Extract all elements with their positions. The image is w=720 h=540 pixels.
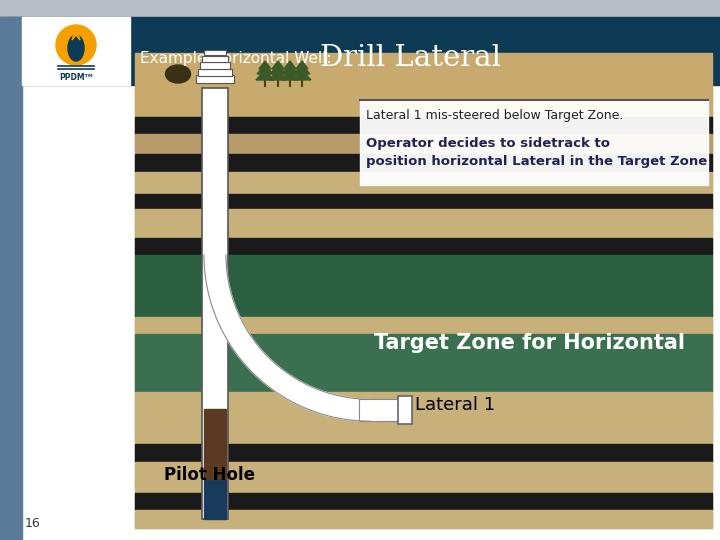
Bar	[135, 88, 712, 528]
Bar	[202, 88, 228, 519]
Bar	[135, 88, 712, 117]
Polygon shape	[269, 70, 287, 80]
Bar	[135, 209, 712, 238]
Bar	[135, 238, 712, 255]
Ellipse shape	[68, 35, 84, 61]
Bar	[135, 134, 712, 154]
Text: Drill Lateral: Drill Lateral	[320, 44, 501, 72]
Polygon shape	[257, 65, 273, 74]
Bar	[135, 154, 712, 172]
Polygon shape	[204, 255, 370, 421]
Bar	[135, 172, 712, 194]
Bar	[0, 17, 22, 540]
Bar	[198, 69, 232, 76]
Text: Lateral 1: Lateral 1	[415, 396, 495, 414]
Text: Lateral 1 mis-steered below Target Zone.: Lateral 1 mis-steered below Target Zone.	[366, 110, 624, 123]
Bar	[135, 117, 712, 134]
Bar	[135, 444, 712, 462]
Bar	[135, 53, 712, 88]
Polygon shape	[270, 65, 286, 74]
Bar	[135, 493, 712, 510]
Text: Pilot Hole: Pilot Hole	[164, 466, 256, 484]
Bar	[135, 317, 712, 334]
Bar	[135, 392, 712, 409]
Bar	[135, 462, 712, 493]
Bar	[202, 56, 228, 62]
Bar	[135, 409, 712, 444]
Text: Example Horizontal Well:: Example Horizontal Well:	[140, 51, 336, 65]
Text: Operator decides to sidetrack to: Operator decides to sidetrack to	[366, 138, 610, 151]
Bar	[135, 255, 712, 317]
Bar	[196, 75, 234, 83]
Polygon shape	[296, 61, 308, 69]
Bar	[398, 396, 412, 424]
Bar	[135, 510, 712, 528]
Bar	[22, 17, 130, 85]
Bar	[204, 50, 226, 55]
Circle shape	[56, 25, 96, 65]
Text: 16: 16	[25, 517, 41, 530]
Text: Target Zone for Horizontal: Target Zone for Horizontal	[374, 333, 685, 353]
Bar	[135, 334, 712, 392]
Bar	[204, 409, 226, 479]
Polygon shape	[281, 70, 299, 80]
Bar	[204, 479, 226, 519]
Polygon shape	[256, 70, 274, 80]
Bar	[0, 17, 720, 85]
Bar	[135, 194, 712, 209]
Polygon shape	[72, 27, 80, 40]
Bar	[0, 0, 720, 17]
Polygon shape	[294, 65, 310, 74]
Polygon shape	[282, 65, 298, 74]
Bar	[200, 62, 230, 69]
Polygon shape	[284, 61, 296, 69]
Text: PPDMᵀᴹ: PPDMᵀᴹ	[59, 72, 93, 82]
Bar	[360, 100, 708, 185]
Polygon shape	[293, 70, 311, 80]
Ellipse shape	[166, 65, 191, 83]
Text: position horizontal Lateral in the Target Zone: position horizontal Lateral in the Targe…	[366, 156, 707, 168]
Bar	[359, 399, 400, 421]
Polygon shape	[259, 61, 271, 69]
Polygon shape	[272, 61, 284, 69]
